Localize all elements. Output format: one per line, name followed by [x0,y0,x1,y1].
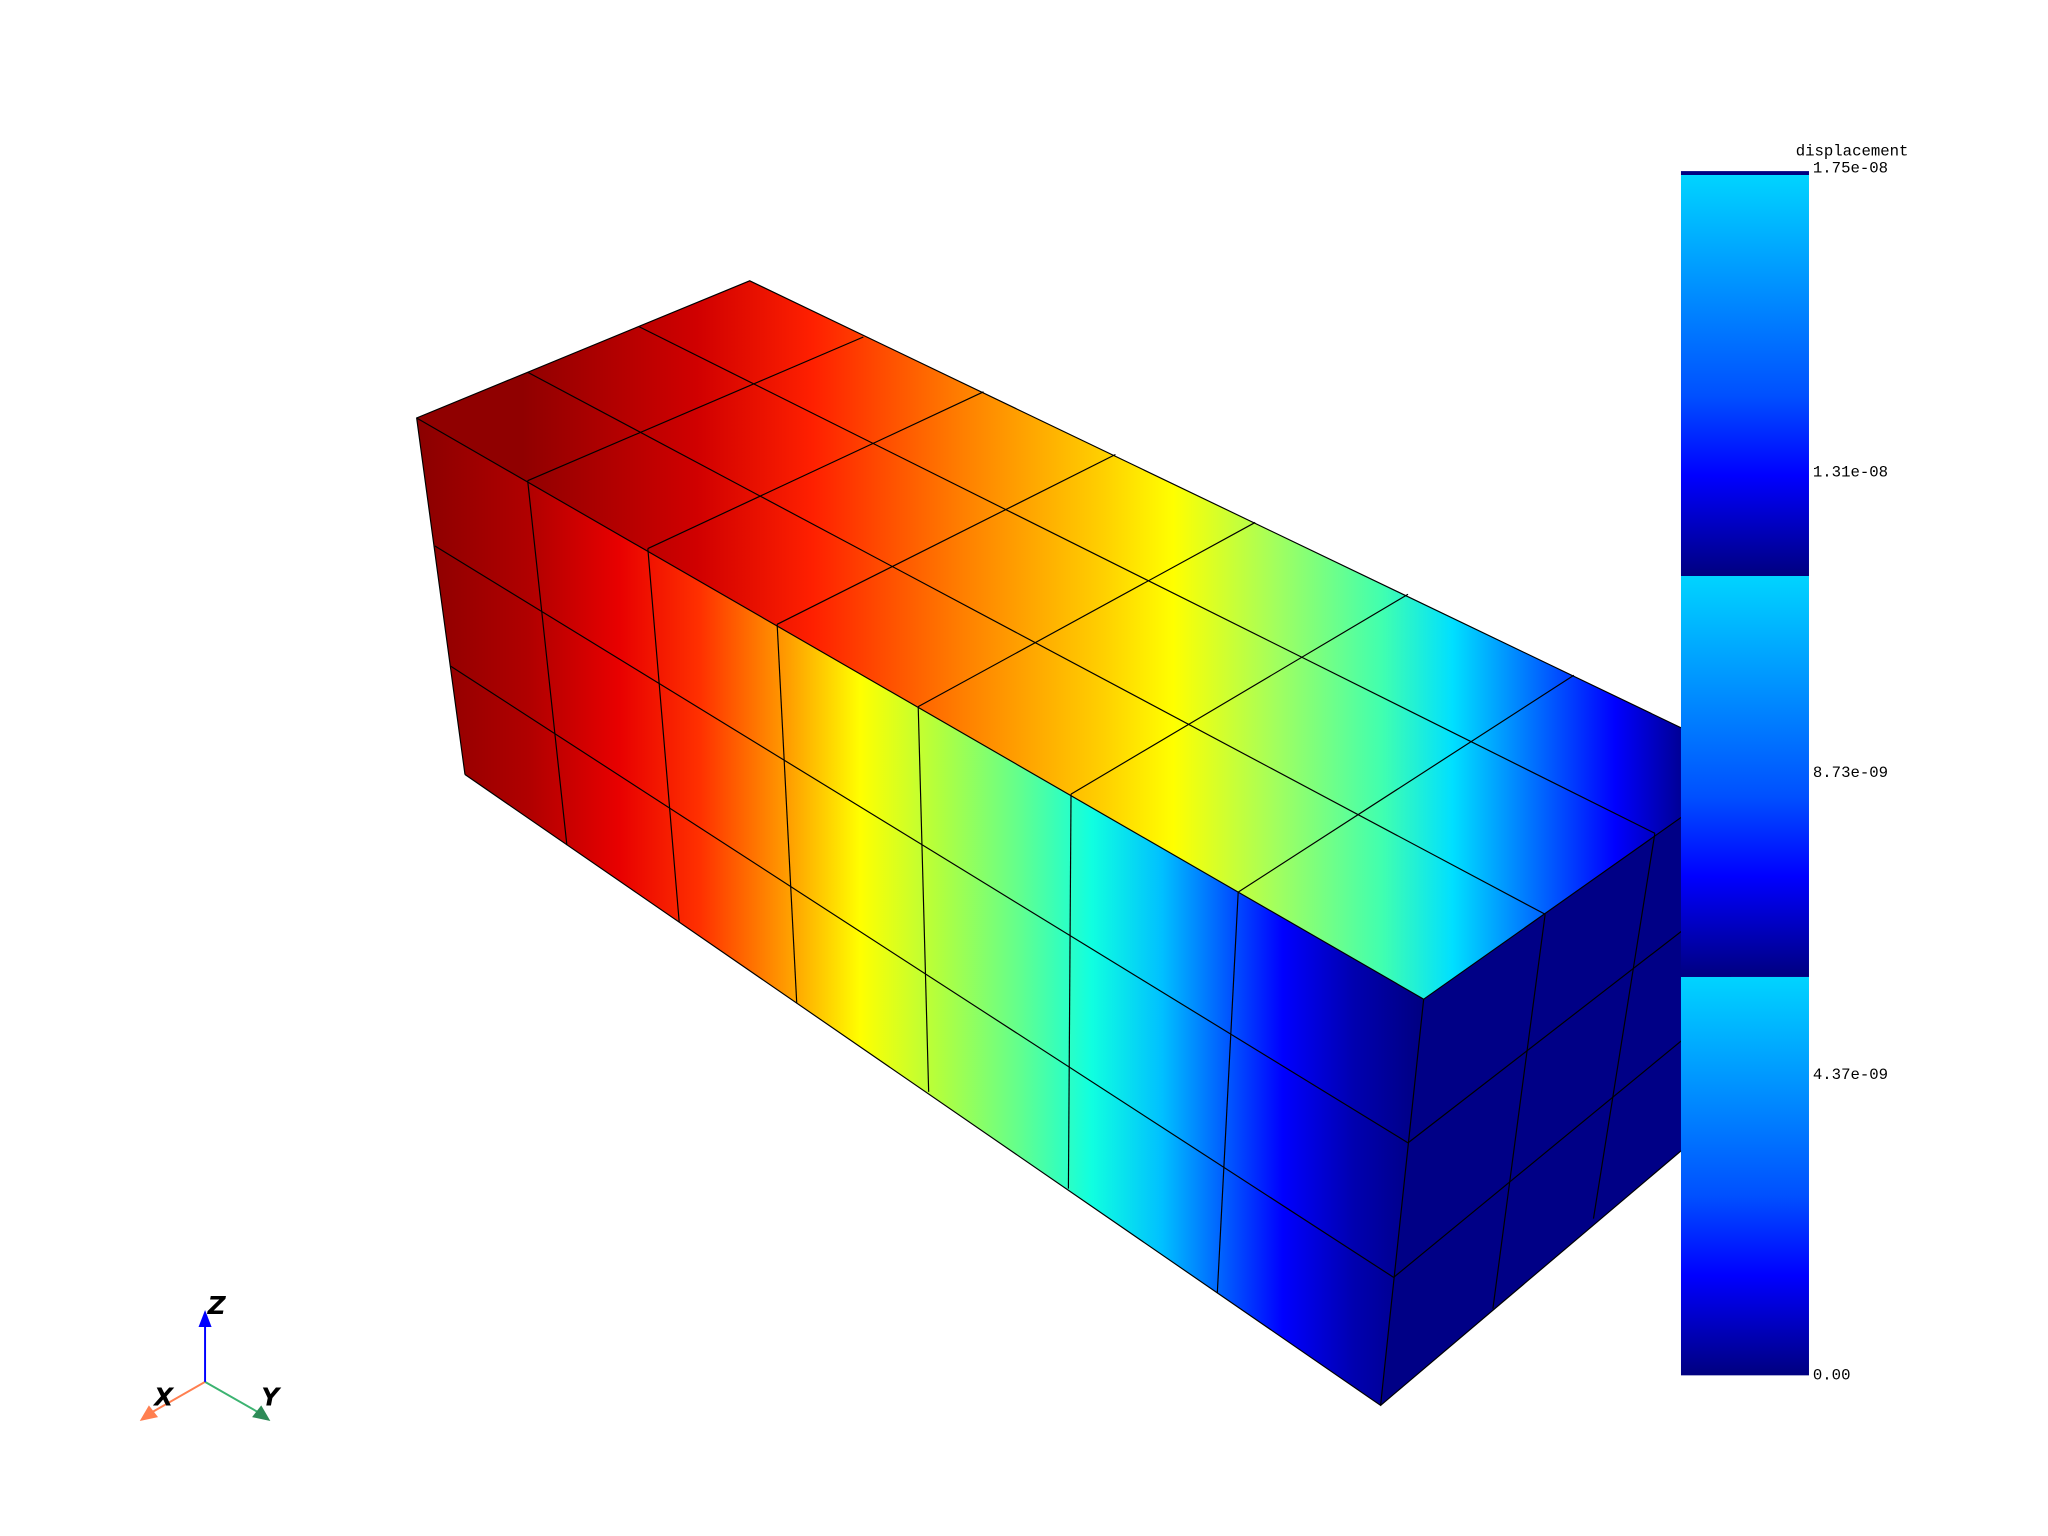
scalar-bar-label: 8.73e-09 [1813,764,1888,782]
scalar-bar-segment-1 [1680,175,1809,577]
scalar-bar-segment-3 [1680,976,1809,1376]
mesh-top-face [416,280,1757,1000]
scalar-bar-label: 1.31e-08 [1813,464,1888,482]
scalar-bar-top-cap [1680,171,1809,176]
mesh-edges [416,280,1758,1407]
y-axis-arrow-icon [252,1405,271,1422]
mesh-side-face [416,417,1424,1406]
y-axis-line [204,1381,261,1415]
scalar-bar-segment-2 [1680,576,1809,977]
mesh-box [416,280,1758,1407]
scalar-bar: displacement 1.75e-08 1.31e-08 8.73e-09 … [1680,142,1909,1384]
y-axis-label: Y [261,1382,282,1411]
mesh-end-face [1380,764,1757,1406]
orientation-axes-widget: X Y Z [139,1291,282,1422]
x-axis-label: X [152,1382,175,1411]
x-axis-arrow-icon [139,1405,159,1422]
z-axis-arrow-icon [198,1310,212,1328]
x-axis-line [149,1381,206,1415]
scalar-bar-label-min: 0.00 [1813,1366,1851,1384]
z-axis-label: Z [207,1291,227,1320]
scalar-bar-title: displacement [1796,142,1909,160]
scalar-bar-label-max: 1.75e-08 [1813,159,1888,177]
scalar-bar-label: 4.37e-09 [1813,1066,1888,1084]
